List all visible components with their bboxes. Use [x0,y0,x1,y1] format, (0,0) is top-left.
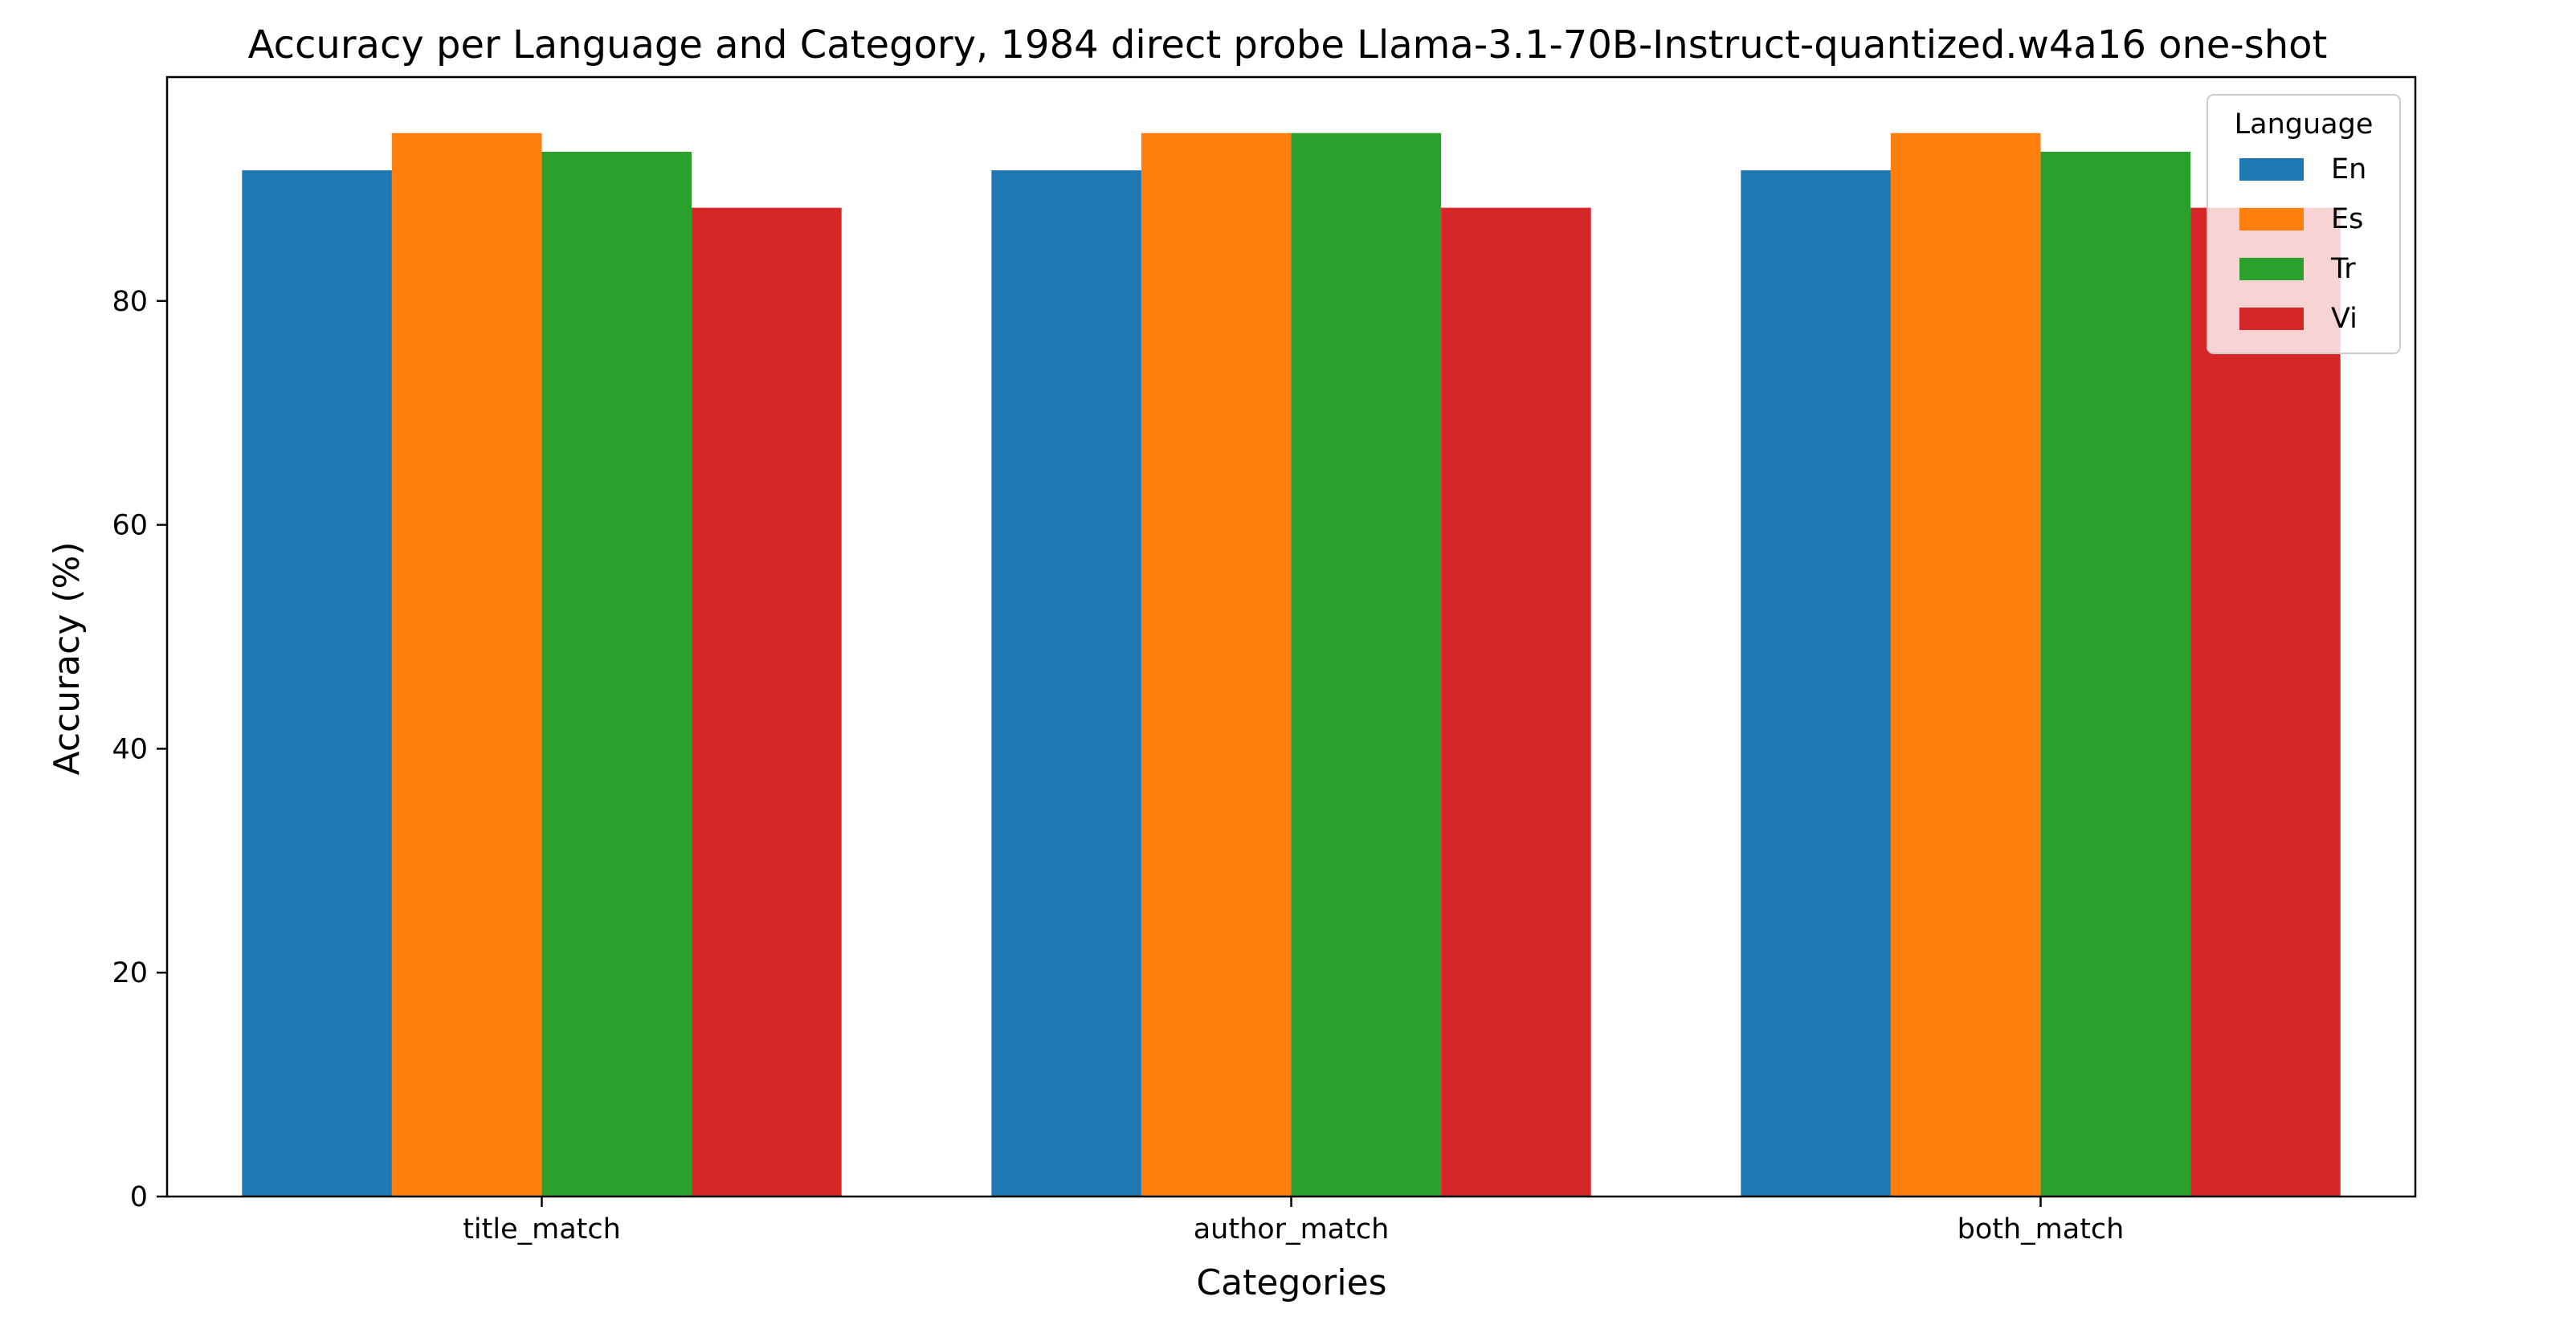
legend-swatch-en [2239,158,2304,181]
y-axis-label: Accuracy (%) [47,541,88,775]
y-tick-label: 40 [112,733,148,765]
legend-label-vi: Vi [2331,303,2358,335]
y-tick-label: 0 [130,1181,148,1213]
legend: Language En Es Tr Vi [2207,94,2401,354]
legend-swatch-es [2239,208,2304,230]
y-tick-label: 20 [112,957,148,989]
legend-swatch-tr [2239,258,2304,280]
bar-vi-both_match [2190,207,2341,1197]
bar-es-author_match [1141,132,1292,1197]
x-axis-label: Categories [1196,1262,1386,1303]
bar-en-both_match [1741,170,1891,1197]
bar-es-title_match [391,132,542,1197]
legend-title: Language [2235,108,2374,141]
bar-es-both_match [1890,132,2041,1197]
chart-title: Accuracy per Language and Category, 1984… [248,22,2328,67]
y-tick-label: 60 [112,510,148,542]
y-tick-label: 80 [112,286,148,318]
bar-tr-author_match [1291,132,1442,1197]
bar-en-author_match [991,170,1141,1197]
bar-tr-both_match [2040,151,2191,1197]
legend-label-es: Es [2331,203,2363,235]
bar-tr-title_match [541,151,692,1197]
legend-label-tr: Tr [2330,253,2356,285]
x-tick-label-author_match: author_match [1194,1213,1390,1246]
legend-swatch-vi [2239,308,2304,330]
legend-label-en: En [2331,153,2366,186]
bar-vi-author_match [1441,207,1591,1197]
plot-area: 0 20 40 60 80 title_match author_match both_mat… [112,75,2417,1246]
bar-en-title_match [242,170,392,1197]
bar-vi-title_match [692,207,842,1197]
x-tick-label-title_match: title_match [463,1213,621,1246]
x-tick-label-both_match: both_match [1958,1213,2125,1246]
